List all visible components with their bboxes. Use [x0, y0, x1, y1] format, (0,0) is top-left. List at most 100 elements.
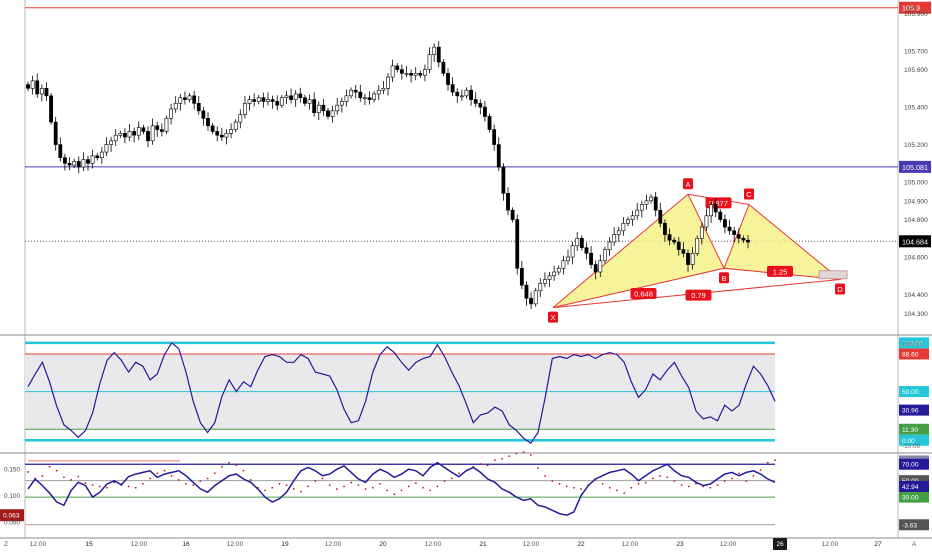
candle-body: [455, 91, 460, 97]
osc-tag-bg-2: [899, 475, 929, 487]
candle-body: [247, 99, 252, 104]
osc-current-tag: 42.94: [902, 484, 919, 491]
osc-dot: [292, 488, 295, 490]
candle: [224, 129, 229, 145]
osc-level-tag-4: -3.63: [902, 522, 917, 529]
candle: [141, 124, 146, 135]
pattern-xb-dash: [552, 267, 725, 309]
candle-body: [543, 279, 547, 284]
hline-tag-2: 104.684: [902, 237, 928, 246]
candle: [178, 93, 183, 111]
osc-dot: [616, 489, 618, 492]
candle: [81, 152, 86, 171]
candle-body: [164, 118, 169, 132]
candle: [436, 40, 441, 68]
osc-tag-bg-3: [899, 491, 929, 503]
candle: [146, 126, 150, 148]
candle-body: [132, 131, 137, 136]
candle: [658, 202, 663, 228]
candle-body: [390, 65, 395, 78]
osc-dot: [55, 469, 58, 472]
osc-tag-bg-4: [899, 519, 929, 531]
osc-dot: [84, 482, 87, 485]
candle: [469, 85, 473, 106]
candle: [164, 115, 169, 135]
hline-tag-bg-0: [899, 1, 931, 14]
price-tick-label: 105.200: [904, 142, 928, 149]
candle: [303, 94, 307, 107]
candle-body: [81, 159, 86, 168]
osc-dot: [680, 484, 683, 487]
osc-dot: [199, 480, 202, 483]
candle-body: [409, 73, 413, 76]
osc-dot: [285, 484, 288, 487]
candle: [423, 64, 427, 82]
price-tick-label: 105.000: [904, 180, 928, 187]
osc-dot: [163, 469, 166, 472]
candle-body: [215, 131, 220, 136]
osc-dot: [601, 482, 604, 485]
candle-body: [127, 131, 132, 138]
candle-body: [423, 69, 427, 76]
candle-body: [612, 234, 617, 243]
candle-body: [187, 95, 192, 100]
candle-body: [72, 161, 77, 166]
candle: [99, 147, 104, 164]
candle: [667, 228, 672, 246]
candle-body: [672, 239, 677, 243]
rsi-pane[interactable]: 100.00 88.60 50.00 11.30 0.00 30.96: [25, 337, 929, 446]
candle-body: [76, 161, 81, 168]
candle-body: [243, 103, 247, 115]
osc-dot: [529, 453, 532, 456]
candle-body: [427, 54, 432, 70]
candle: [210, 123, 215, 135]
candle-body: [335, 104, 340, 112]
candle-body: [399, 69, 404, 74]
candle-body: [709, 204, 713, 217]
candle: [663, 219, 667, 242]
candle-body: [372, 93, 377, 100]
price-pane[interactable]: 105.9 105.081 104.684 X A B C D 0.648 0.877 1.25 0.…: [25, 1, 931, 323]
time-tick-label: 20: [379, 541, 387, 548]
candle-body: [584, 247, 589, 254]
candle-body: [404, 73, 409, 75]
osc-current-bg: [899, 480, 929, 492]
price-tick-label: 104.800: [904, 217, 928, 224]
candle-body: [436, 46, 441, 63]
candle: [275, 95, 280, 111]
candle: [118, 130, 123, 139]
candle-body: [469, 89, 473, 100]
candle: [501, 163, 506, 201]
candle-body: [376, 89, 381, 95]
osc-line: [27, 461, 776, 516]
osc-dot: [479, 463, 482, 465]
candle: [524, 281, 529, 306]
candle: [672, 237, 677, 245]
pattern-ratio-1: 0.877: [709, 199, 728, 208]
osc-dot: [695, 482, 697, 485]
candle: [506, 187, 510, 216]
candle-body: [561, 260, 566, 269]
osc-dot: [759, 469, 762, 471]
candle: [459, 89, 464, 101]
candle-body: [26, 84, 30, 89]
rsi-level-tag-4: 0.00: [902, 438, 915, 445]
candle-body: [473, 99, 478, 104]
candle-body: [210, 125, 215, 132]
candle: [519, 260, 524, 290]
candle-body: [238, 114, 243, 123]
osc-dot: [142, 482, 144, 485]
rsi-tag-bg-3: [899, 423, 929, 435]
candle: [718, 209, 723, 223]
candle: [353, 85, 358, 99]
candle-body: [496, 144, 501, 168]
corner-left-label: Z: [4, 541, 8, 548]
candle-body: [86, 159, 90, 164]
pattern-point-bg-A: [683, 178, 693, 190]
candle: [741, 235, 746, 243]
pattern-point-X: X: [550, 313, 555, 322]
osc-dot: [407, 485, 410, 488]
candle-body: [192, 95, 197, 104]
